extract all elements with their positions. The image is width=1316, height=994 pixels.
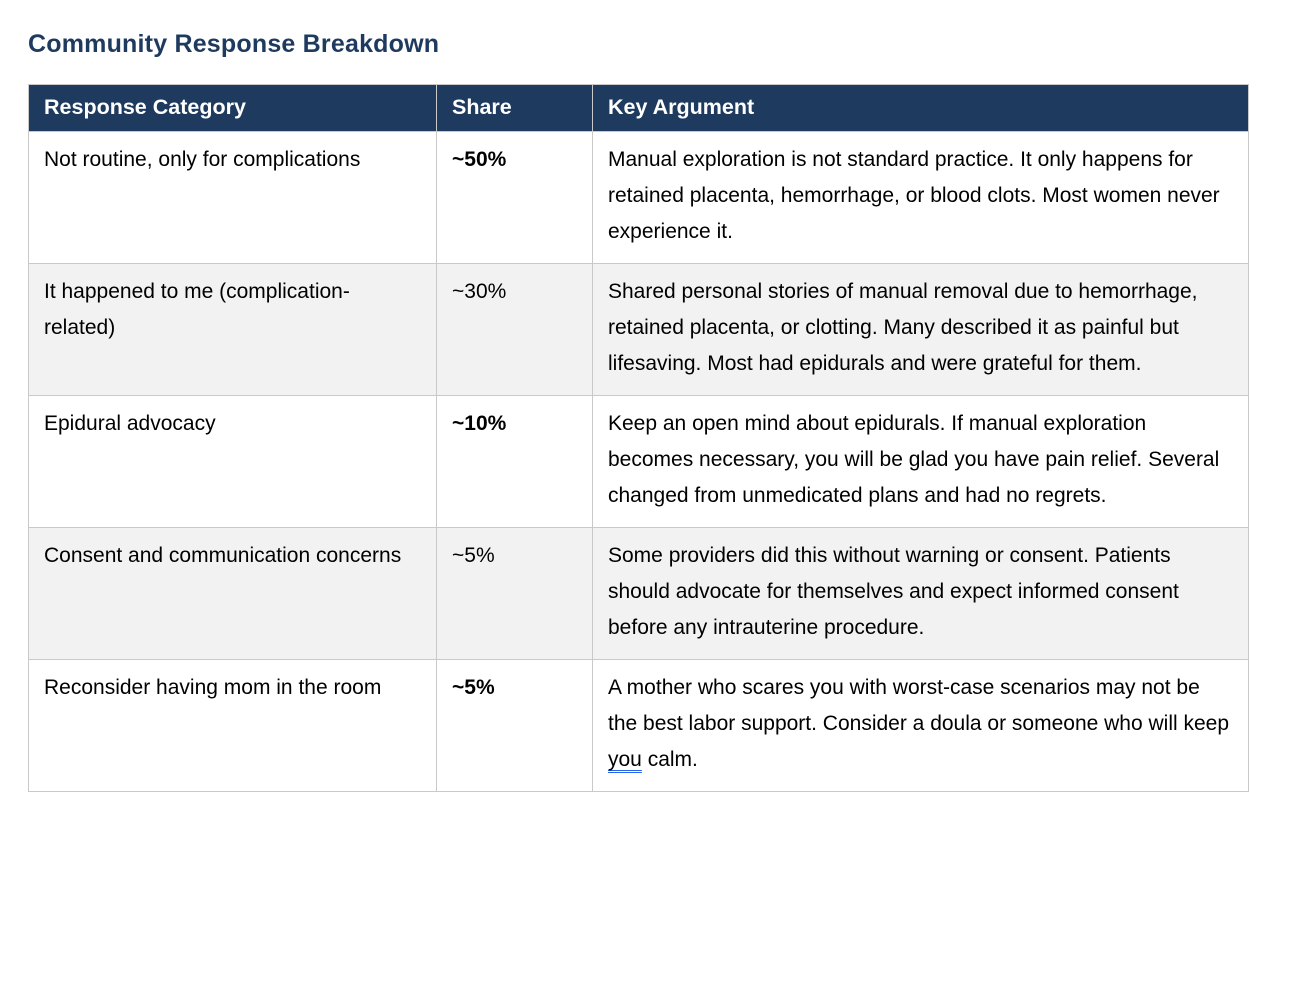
argument-cell: Keep an open mind about epidurals. If ma… [592, 395, 1249, 528]
share-cell: ~50% [436, 131, 593, 264]
share-cell: ~30% [436, 263, 593, 396]
share-cell: ~10% [436, 395, 593, 528]
column-header-response-category: Response Category [28, 84, 437, 132]
category-cell: Not routine, only for complications [28, 131, 437, 264]
argument-text-before: A mother who scares you with worst-case … [608, 676, 1230, 735]
community-response-table: Response Category Share Key Argument Not… [28, 84, 1249, 792]
table-row: It happened to me (complication-related)… [28, 263, 1249, 396]
argument-cell: Shared personal stories of manual remova… [592, 263, 1249, 396]
argument-text-after: calm. [641, 748, 698, 771]
table-row: Not routine, only for complications ~50%… [28, 131, 1249, 264]
document-content: Community Response Breakdown Response Ca… [28, 30, 1249, 792]
category-cell: Epidural advocacy [28, 395, 437, 528]
argument-cell: Manual exploration is not standard pract… [592, 131, 1249, 264]
table-row: Consent and communication concerns ~5% S… [28, 527, 1249, 660]
category-cell: Consent and communication concerns [28, 527, 437, 660]
page-title: Community Response Breakdown [28, 30, 440, 58]
table-row: Epidural advocacy ~10% Keep an open mind… [28, 395, 1249, 528]
table-header-row: Response Category Share Key Argument [28, 84, 1249, 132]
category-cell: It happened to me (complication-related) [28, 263, 437, 396]
share-cell: ~5% [436, 659, 593, 792]
column-header-share: Share [436, 84, 593, 132]
argument-cell: Some providers did this without warning … [592, 527, 1249, 660]
grammar-suggestion-word[interactable]: you [608, 748, 642, 771]
argument-cell: A mother who scares you with worst-case … [592, 659, 1249, 792]
share-cell: ~5% [436, 527, 593, 660]
table-row: Reconsider having mom in the room ~5% A … [28, 659, 1249, 792]
category-cell: Reconsider having mom in the room [28, 659, 437, 792]
column-header-key-argument: Key Argument [592, 84, 1249, 132]
